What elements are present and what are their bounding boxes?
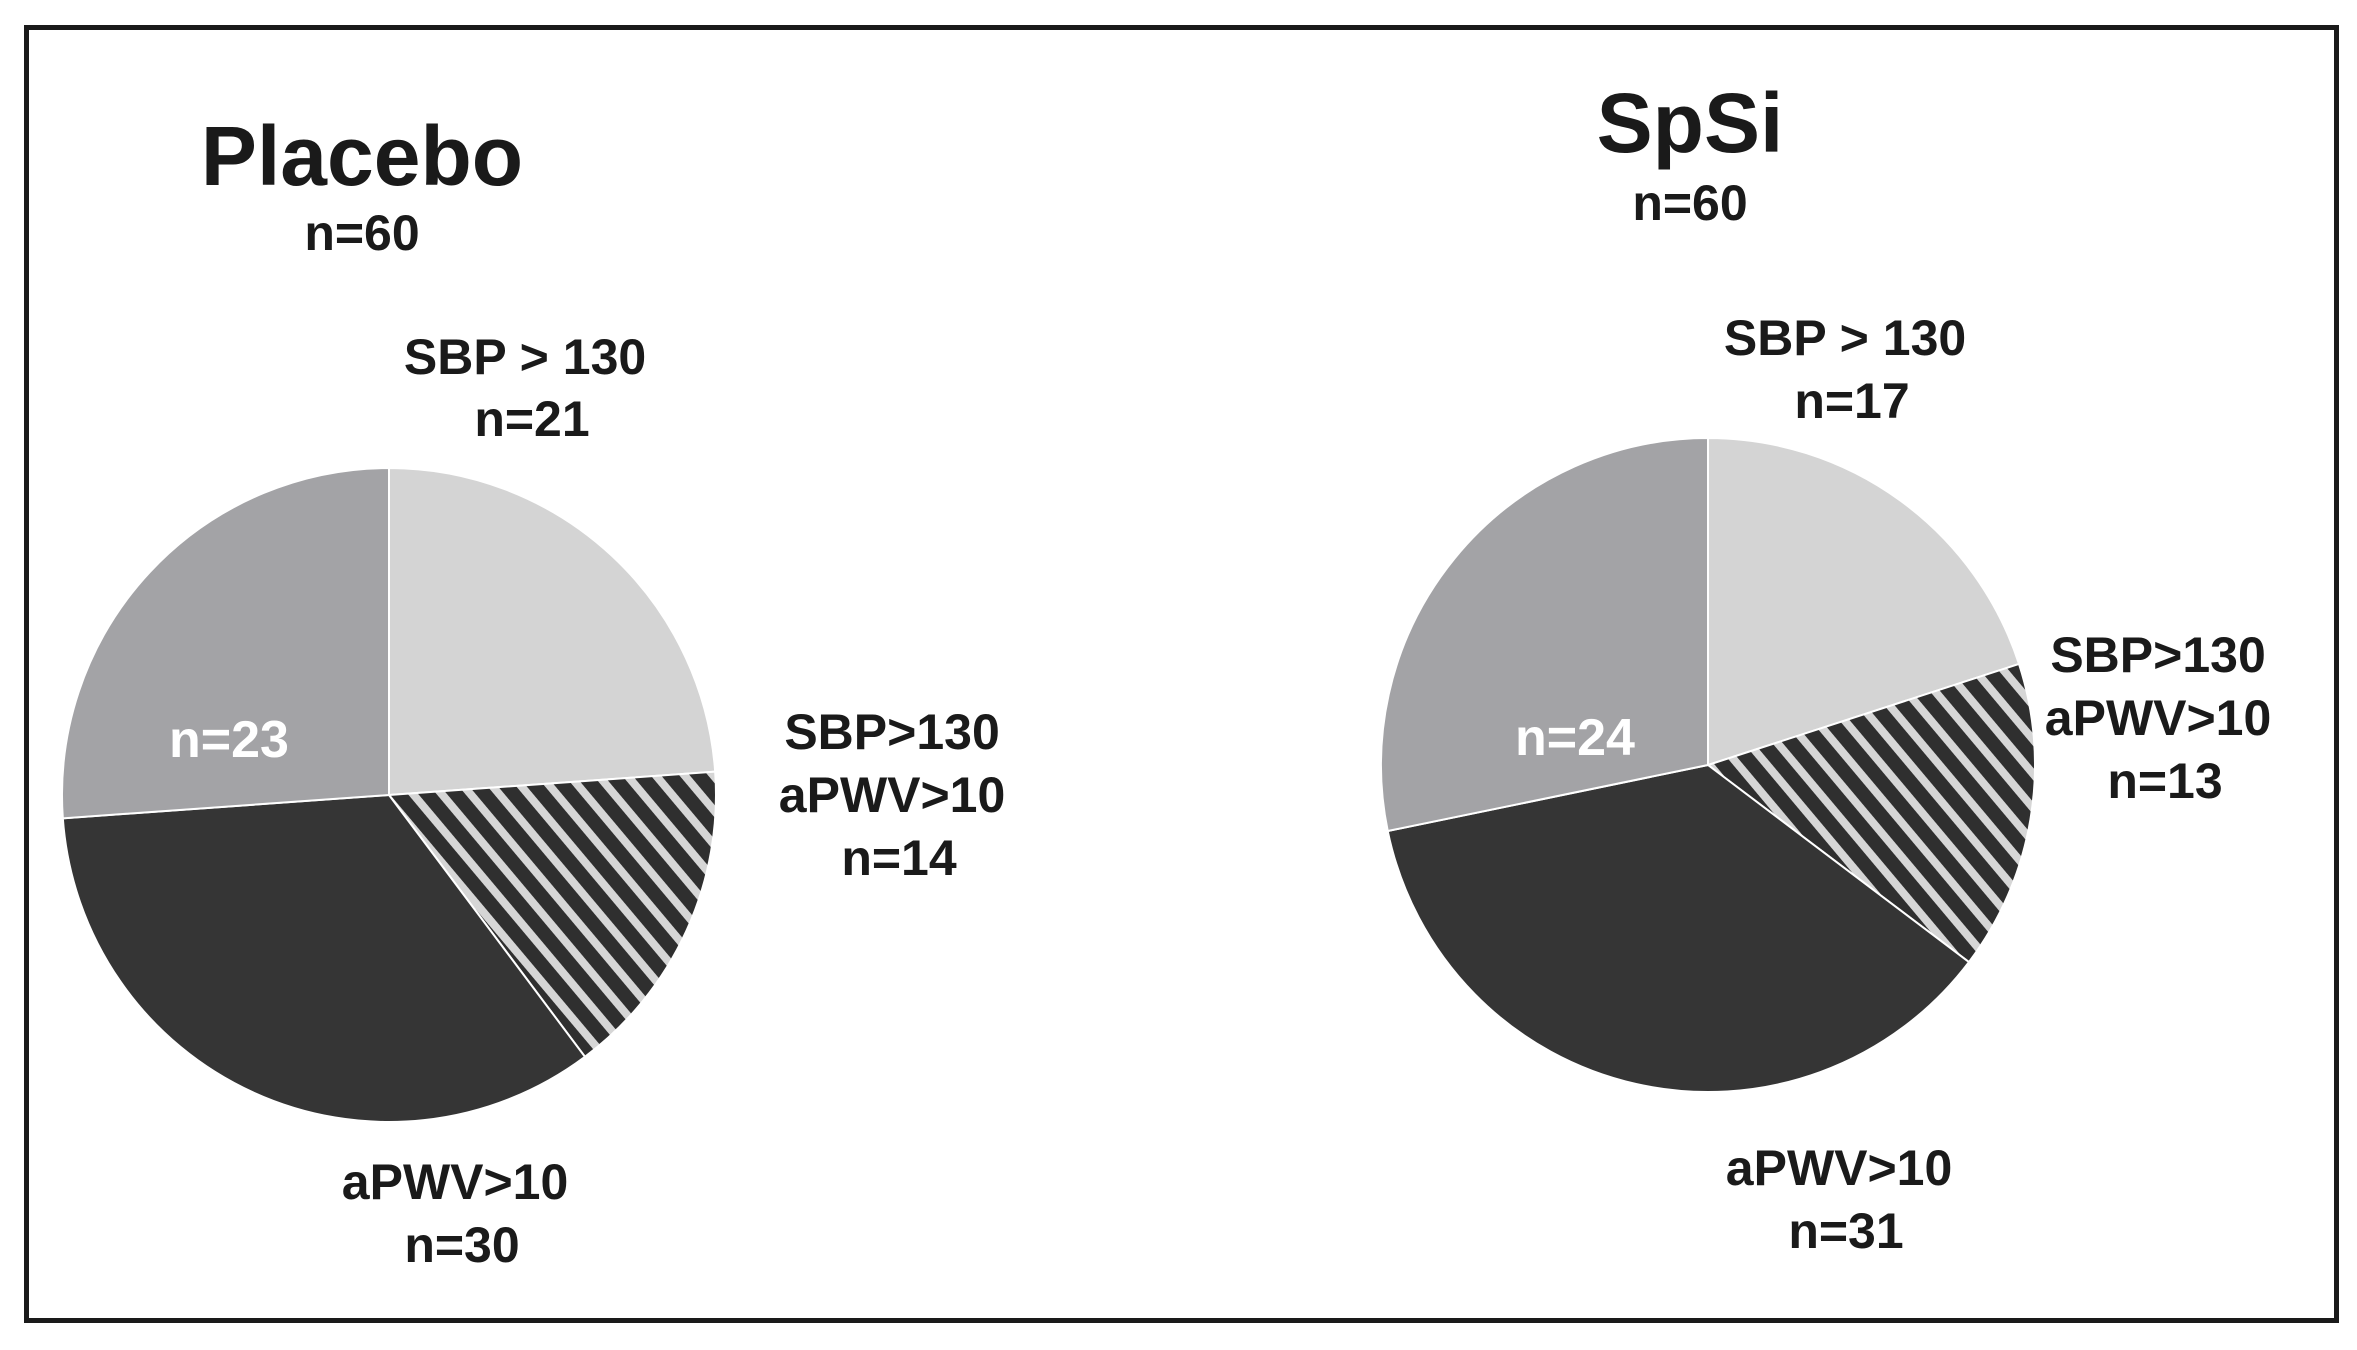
slice-label-spsi-sbp: SBP > 130 n=17 [1724,310,1980,429]
slice-label-line: n=21 [474,391,589,447]
pie-slice-none [1380,436,1709,833]
chart-placebo: Placebo n=60 SBP > 130 n=21 SBP>130 aPWV… [61,109,1019,1273]
slice-label-spsi-apwv: aPWV>10 n=31 [1726,1140,1966,1259]
slice-label-placebo-both: SBP>130 aPWV>10 n=14 [779,704,1019,886]
slice-label-line: n=31 [1788,1203,1903,1259]
slice-label-line: SBP>130 [784,704,999,760]
pie-slice-both [387,770,717,1059]
slice-label-line: n=13 [2107,753,2222,809]
slice-label-placebo-sbp: SBP > 130 n=21 [404,329,660,447]
pie-placebo [61,466,717,1123]
slice-label-placebo-none: n=23 [169,711,289,769]
slice-label-line: SBP>130 [2050,627,2265,683]
chart-title-spsi: SpSi [1597,76,1784,170]
slice-label-line: SBP > 130 [1724,310,1966,366]
chart-subtitle-spsi: n=60 [1632,175,1747,231]
slice-label-spsi-both: SBP>130 aPWV>10 n=13 [2045,627,2285,809]
pie-slice-both [1705,662,2036,964]
slice-label-line: aPWV>10 [342,1154,569,1210]
pie-slice-sbp [388,466,717,797]
slice-label-line: n=17 [1794,373,1909,429]
chart-title-placebo: Placebo [201,109,523,203]
pie-slice-none [61,466,390,820]
pie-slice-sbp [1707,436,2021,767]
slice-label-placebo-apwv: aPWV>10 n=30 [342,1154,582,1273]
slice-label-line: aPWV>10 [779,767,1006,823]
chart-spsi: SpSi n=60 SBP > 130 n=17 SBP>130 aPWV>10… [1380,76,2285,1259]
slice-label-line: aPWV>10 [1726,1140,1953,1196]
chart-subtitle-placebo: n=60 [304,205,419,261]
slice-label-line: aPWV>10 [2045,690,2272,746]
slice-label-spsi-none: n=24 [1515,709,1635,767]
figure-frame [24,25,2339,1323]
slice-label-line: n=30 [404,1217,519,1273]
pie-slice-apwv [61,793,587,1123]
pie-slice-apwv [1386,763,1971,1093]
slice-label-line: n=14 [841,830,957,886]
slice-label-line: SBP > 130 [404,329,646,385]
pie-spsi [1380,436,2036,1093]
